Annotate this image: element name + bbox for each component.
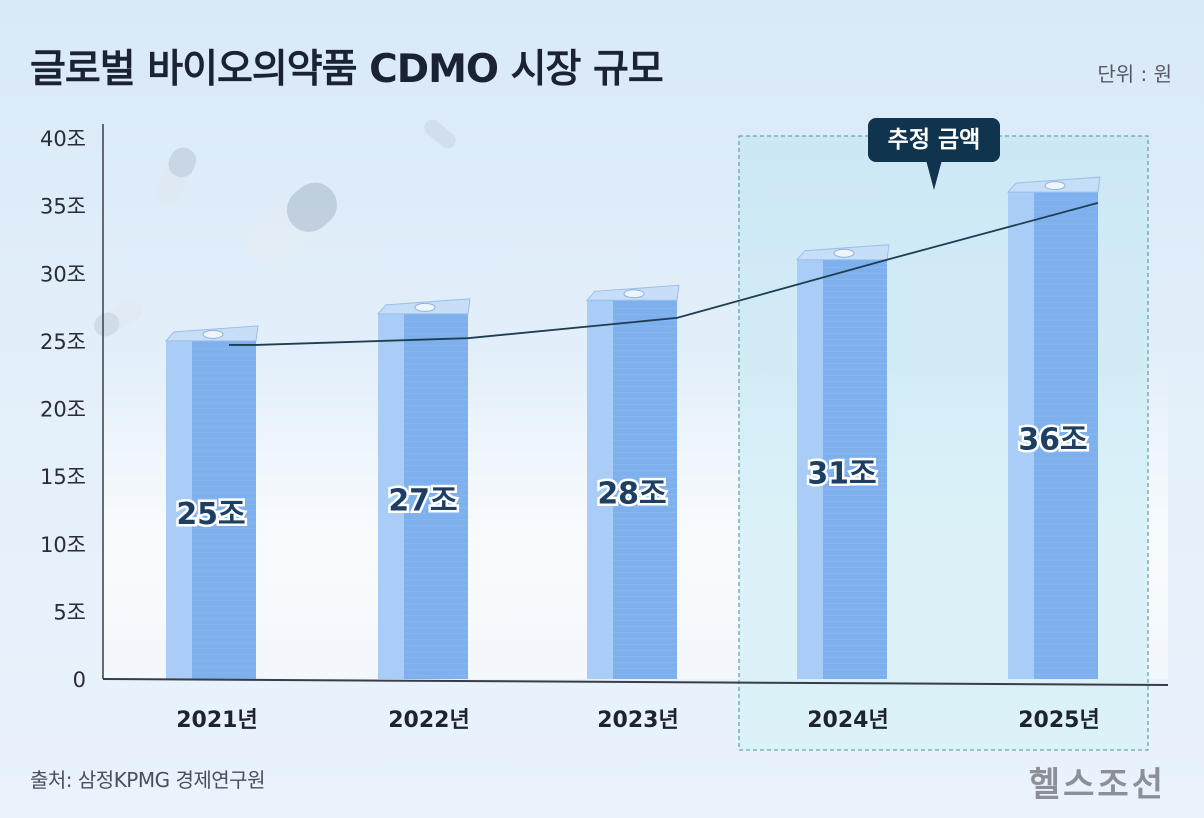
x-tick-label: 2024년: [807, 708, 888, 733]
y-tick-label: 10조: [40, 533, 86, 557]
y-tick-label: 40조: [40, 127, 86, 151]
data-label: 36조: [1018, 423, 1087, 458]
x-tick-label: 2025년: [1018, 708, 1099, 733]
y-tick-label: 20조: [40, 398, 86, 422]
bar-side: [1008, 192, 1034, 679]
bar-side: [797, 259, 823, 679]
unit-label: 단위 : 원: [1097, 62, 1172, 86]
chart-title: 글로벌 바이오의약품 CDMO 시장 규모: [30, 47, 664, 92]
bar-group: [376, 298, 471, 679]
bar-group: [795, 244, 890, 679]
pill-decoration-icon: [94, 119, 456, 337]
bar: [192, 340, 256, 679]
y-tick-label: 5조: [53, 600, 86, 624]
data-label: 28조: [597, 477, 666, 512]
x-axis: [102, 678, 1169, 686]
y-tick-label: 25조: [40, 330, 86, 354]
estimate-badge-pointer: [926, 160, 942, 190]
bar: [823, 259, 887, 679]
x-tick-label: 2022년: [388, 708, 469, 733]
bar-side: [378, 313, 404, 679]
bar-group: [1006, 176, 1101, 679]
source-note: 출처: 삼정KPMG 경제연구원: [30, 768, 265, 792]
estimate-badge: 추정 금액: [868, 118, 1000, 162]
bar: [404, 313, 468, 679]
data-label: 25조: [176, 497, 245, 532]
y-tick-label: 30조: [40, 262, 86, 286]
brand-logo: 헬스조선: [1028, 765, 1166, 805]
y-tick-label: 35조: [40, 195, 86, 219]
trend-line: [229, 202, 1099, 346]
y-tick-label: 0: [73, 668, 86, 692]
x-tick-label: 2021년: [176, 708, 257, 733]
bar-side: [166, 340, 192, 679]
data-label: 27조: [388, 483, 457, 518]
bar-side: [587, 300, 613, 679]
bar-group: [585, 284, 680, 679]
x-tick-label: 2023년: [597, 708, 678, 733]
bar: [1034, 192, 1098, 679]
data-label: 31조: [807, 456, 876, 491]
y-tick-label: 15조: [40, 465, 86, 489]
bar: [613, 300, 677, 679]
bar-group: [164, 325, 259, 680]
